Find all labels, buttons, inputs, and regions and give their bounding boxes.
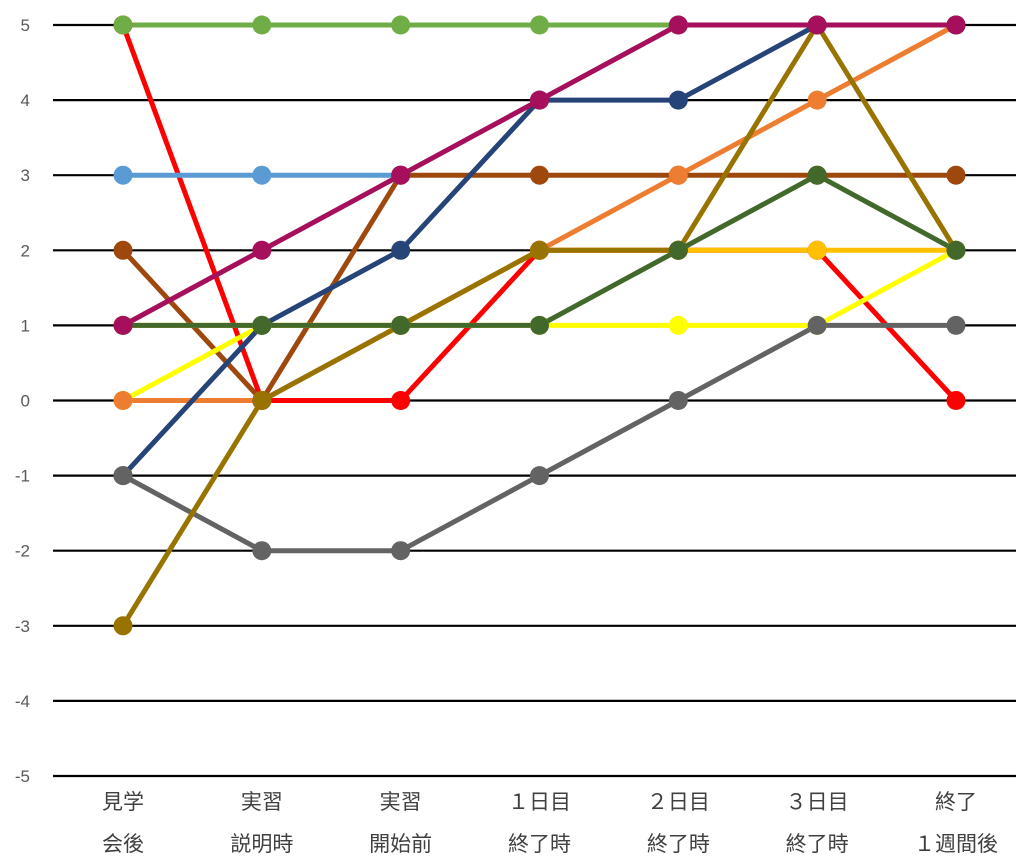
data-point (668, 165, 688, 185)
x-tick-label: 会後 (102, 832, 144, 856)
x-tick-label: １日目 (508, 790, 571, 814)
data-point (113, 616, 133, 636)
data-point (391, 15, 411, 35)
data-point (668, 15, 688, 35)
data-point (668, 240, 688, 260)
y-axis-ticks: 5 4 3 2 1 0 -1 -2 -3 -4 -5 (15, 16, 30, 786)
data-point (530, 240, 549, 260)
data-point (530, 466, 549, 486)
y-tick-label: 5 (21, 16, 30, 35)
x-tick-label: ２日目 (647, 790, 710, 814)
y-tick-label: 3 (21, 166, 30, 185)
data-point (391, 541, 411, 561)
data-point (391, 315, 411, 335)
data-point (113, 466, 133, 486)
data-point (668, 391, 688, 410)
data-point (530, 90, 549, 110)
data-point (530, 165, 549, 185)
y-tick-label: -5 (15, 767, 30, 786)
data-point (530, 315, 549, 335)
x-tick-label: 終了時 (508, 832, 571, 856)
y-tick-label: 0 (21, 392, 30, 411)
data-point (113, 165, 133, 185)
data-point (252, 240, 272, 260)
y-tick-label: 4 (21, 91, 30, 110)
x-tick-label: 説明時 (230, 832, 293, 856)
data-point (252, 165, 272, 185)
x-tick-label: １週間後 (914, 832, 998, 856)
series-points (113, 15, 966, 636)
data-point (807, 165, 827, 185)
data-point (530, 15, 549, 35)
series-line (120, 247, 959, 328)
data-point (668, 315, 688, 335)
y-tick-label: 1 (21, 316, 30, 335)
x-tick-label: 終了 (935, 790, 977, 814)
data-point (807, 240, 827, 260)
data-point (113, 15, 133, 35)
data-point (252, 391, 272, 410)
data-point (113, 315, 133, 335)
data-point (807, 15, 827, 35)
y-tick-label: -2 (15, 542, 30, 561)
x-tick-label: 実習 (241, 790, 283, 814)
y-tick-label: -1 (15, 467, 30, 486)
y-tick-label: 2 (21, 241, 30, 260)
data-point (946, 240, 966, 260)
x-tick-label: ３日目 (786, 790, 849, 814)
data-point (946, 315, 966, 335)
series-line (120, 22, 959, 403)
y-tick-label: -3 (15, 617, 30, 636)
data-point (946, 165, 966, 185)
data-point (113, 391, 133, 410)
data-point (391, 165, 411, 185)
data-point (807, 315, 827, 335)
data-point (391, 391, 411, 410)
y-tick-label: -4 (15, 692, 30, 711)
x-tick-label: 開始前 (369, 832, 432, 856)
x-tick-label: 終了時 (647, 832, 710, 856)
data-point (252, 541, 272, 561)
data-point (946, 15, 966, 35)
data-point (391, 240, 411, 260)
x-tick-label: 見学 (102, 790, 144, 814)
x-tick-label: 実習 (380, 790, 422, 814)
data-point (113, 240, 133, 260)
series-line (120, 22, 959, 403)
x-tick-label: 終了時 (786, 832, 849, 856)
data-point (807, 90, 827, 110)
data-point (668, 90, 688, 110)
data-point (252, 15, 272, 35)
data-point (252, 315, 272, 335)
data-point (946, 391, 966, 410)
